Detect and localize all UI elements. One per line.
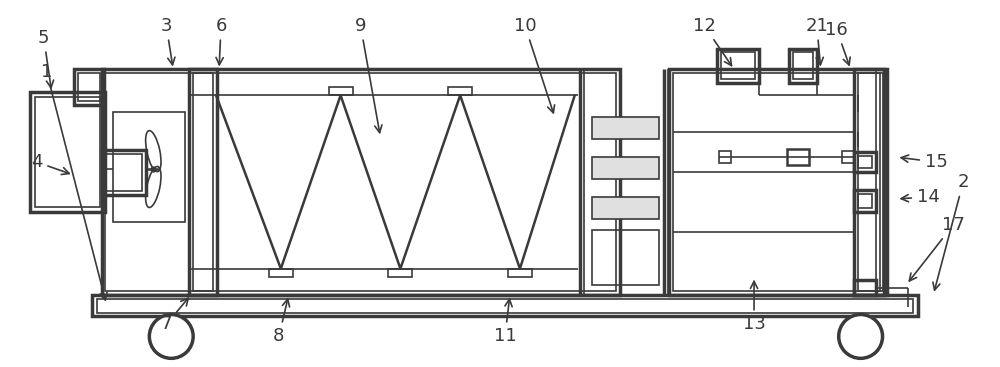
Text: 15: 15 <box>901 153 948 171</box>
Bar <box>854 69 884 295</box>
Bar <box>388 269 412 277</box>
Bar <box>858 194 872 208</box>
Text: 21: 21 <box>805 17 828 65</box>
Text: 3: 3 <box>161 17 175 65</box>
Bar <box>102 69 620 295</box>
Text: 17: 17 <box>909 216 965 281</box>
Bar <box>592 197 659 219</box>
Bar <box>113 112 185 222</box>
Bar <box>793 52 813 79</box>
Bar <box>858 156 872 168</box>
Bar <box>30 92 105 212</box>
Bar <box>97 299 913 313</box>
Text: 1: 1 <box>41 63 107 300</box>
Bar <box>592 230 659 285</box>
Bar <box>78 73 100 101</box>
Bar <box>721 52 755 79</box>
Text: 16: 16 <box>825 21 850 65</box>
Bar <box>193 73 213 291</box>
Bar <box>669 69 887 295</box>
Bar <box>448 87 472 95</box>
Bar <box>592 117 659 139</box>
Bar <box>102 150 146 195</box>
Bar <box>858 73 880 291</box>
Circle shape <box>839 315 883 358</box>
Text: 9: 9 <box>355 17 382 132</box>
Bar <box>189 69 217 295</box>
Bar <box>717 48 759 83</box>
Bar <box>854 152 876 172</box>
Bar <box>719 151 731 163</box>
Bar <box>854 190 876 212</box>
Bar <box>105 154 142 191</box>
Text: 2: 2 <box>933 173 969 290</box>
Text: 11: 11 <box>494 299 516 345</box>
Bar <box>329 87 353 95</box>
Bar <box>854 280 876 295</box>
Bar <box>105 73 616 291</box>
Bar <box>35 97 100 207</box>
Bar <box>673 73 883 291</box>
Text: 4: 4 <box>31 153 69 174</box>
Text: 5: 5 <box>38 29 54 88</box>
Text: 7: 7 <box>161 298 188 334</box>
Bar <box>508 269 532 277</box>
Bar <box>92 295 918 316</box>
Bar <box>74 69 104 105</box>
Bar <box>789 48 817 83</box>
Text: 8: 8 <box>273 299 290 345</box>
Bar <box>269 269 293 277</box>
Text: 13: 13 <box>743 281 765 334</box>
Text: 10: 10 <box>514 17 555 113</box>
Bar <box>787 149 809 165</box>
Circle shape <box>149 315 193 358</box>
Text: 12: 12 <box>693 17 731 66</box>
Bar <box>842 151 854 163</box>
Text: 14: 14 <box>901 188 940 206</box>
Text: 6: 6 <box>215 17 227 65</box>
Bar <box>592 157 659 179</box>
